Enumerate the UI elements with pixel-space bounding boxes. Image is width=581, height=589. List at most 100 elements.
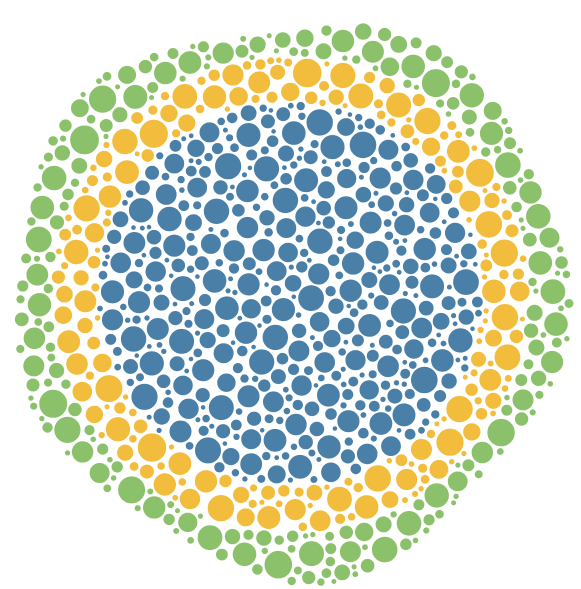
- circle-inner-584: [309, 139, 320, 150]
- circle-outer-517: [251, 563, 264, 576]
- circle-outer-498: [510, 200, 523, 214]
- circle-outer-721: [563, 335, 571, 343]
- circle-outer-796: [148, 94, 156, 102]
- circle-middle-296: [84, 404, 105, 425]
- circle-inner-794: [121, 198, 129, 207]
- circle-outer-476: [41, 421, 54, 434]
- circle-inner-294: [440, 295, 457, 312]
- circle-middle-394: [207, 68, 221, 82]
- circle-inner-410: [440, 191, 454, 206]
- circle-inner-583: [299, 247, 310, 259]
- circle-outer-525: [402, 78, 413, 90]
- circle-outer-762: [495, 447, 505, 456]
- circle-inner-750: [430, 260, 439, 268]
- circle-outer-45: [400, 53, 427, 80]
- circle-inner-254: [122, 358, 139, 375]
- circle-inner-198: [415, 397, 432, 413]
- circle-middle-819: [323, 60, 331, 68]
- circle-inner-54: [410, 365, 439, 395]
- circle-inner-89: [333, 195, 359, 221]
- circle-outer-677: [89, 435, 97, 444]
- circle-inner-820: [401, 289, 409, 298]
- circle-inner-173: [127, 197, 155, 224]
- circle-inner-739: [133, 352, 141, 359]
- circle-inner-266: [402, 152, 420, 169]
- circle-inner-220: [212, 179, 229, 196]
- circle-outer-747: [248, 53, 256, 62]
- circle-inner-52: [308, 311, 331, 333]
- circle-middle-586: [491, 181, 502, 193]
- circle-inner-470: [133, 257, 145, 269]
- circle-inner-565: [185, 231, 196, 243]
- circle-outer-277: [460, 108, 478, 126]
- circle-inner-395: [324, 285, 337, 298]
- circle-outer-58: [70, 440, 95, 464]
- circle-middle-686: [318, 98, 327, 108]
- circle-middle-481: [90, 282, 101, 293]
- circle-inner-591: [385, 318, 395, 329]
- circle-middle-369: [504, 223, 520, 239]
- circle-outer-673: [196, 512, 204, 520]
- circle-inner-39: [316, 434, 342, 460]
- circle-inner-153: [222, 239, 246, 263]
- circle-outer-35: [177, 50, 203, 75]
- circle-outer-643: [361, 543, 369, 552]
- circle-outer-388: [166, 47, 180, 60]
- circle-outer-418: [422, 513, 436, 527]
- circle-inner-601: [207, 226, 215, 233]
- circle-middle-671: [249, 483, 259, 493]
- circle-middle-63: [114, 159, 140, 186]
- circle-middle-20: [490, 303, 520, 332]
- circle-outer-356: [67, 401, 83, 418]
- circle-middle-435: [394, 453, 409, 468]
- circle-middle-82: [478, 368, 503, 392]
- circle-middle-234: [484, 391, 503, 410]
- circle-outer-779: [301, 532, 310, 540]
- circle-outer-479: [522, 168, 535, 181]
- circle-outer-0: [24, 225, 53, 254]
- circle-inner-24: [319, 134, 346, 161]
- circle-outer-665: [33, 317, 44, 327]
- circle-inner-321: [324, 407, 338, 421]
- circle-outer-252: [333, 563, 352, 582]
- circle-middle-648: [482, 307, 490, 315]
- circle-outer-399: [215, 547, 229, 562]
- circle-inner-765: [273, 454, 281, 462]
- circle-outer-416: [324, 542, 338, 556]
- circle-middle-683: [266, 56, 276, 66]
- circle-outer-68: [543, 311, 569, 337]
- circle-inner-485: [421, 417, 431, 427]
- circle-middle-593: [372, 98, 385, 110]
- circle-inner-516: [214, 258, 225, 268]
- circle-middle-827: [128, 434, 138, 444]
- circle-inner-105: [358, 210, 383, 235]
- circle-inner-770: [194, 273, 201, 280]
- circle-inner-803: [164, 388, 172, 397]
- circle-middle-230: [462, 422, 482, 442]
- circle-outer-741: [444, 110, 453, 118]
- circle-middle-261: [228, 86, 249, 107]
- circle-middle-180: [221, 63, 245, 87]
- circle-inner-324: [259, 294, 273, 308]
- circle-inner-429: [197, 292, 213, 308]
- circle-inner-556: [459, 259, 469, 269]
- circle-inner-433: [471, 295, 484, 309]
- circle-inner-365: [269, 284, 283, 297]
- circle-inner-247: [377, 333, 394, 350]
- circle-inner-522: [176, 174, 186, 185]
- circle-inner-182: [368, 411, 394, 436]
- circle-inner-660: [392, 237, 401, 246]
- circle-inner-587: [153, 283, 165, 294]
- circle-inner-728: [320, 158, 328, 166]
- circle-inner-829: [281, 164, 288, 172]
- circle-outer-649: [561, 269, 572, 280]
- circle-middle-562: [334, 512, 347, 526]
- circle-outer-589: [58, 200, 70, 212]
- circle-outer-385: [399, 537, 413, 552]
- circle-inner-300: [194, 387, 211, 404]
- circle-inner-156: [430, 348, 455, 373]
- circle-outer-407: [234, 43, 250, 59]
- circle-inner-368: [291, 398, 304, 412]
- circle-inner-219: [316, 180, 336, 200]
- circle-middle-421: [451, 164, 465, 179]
